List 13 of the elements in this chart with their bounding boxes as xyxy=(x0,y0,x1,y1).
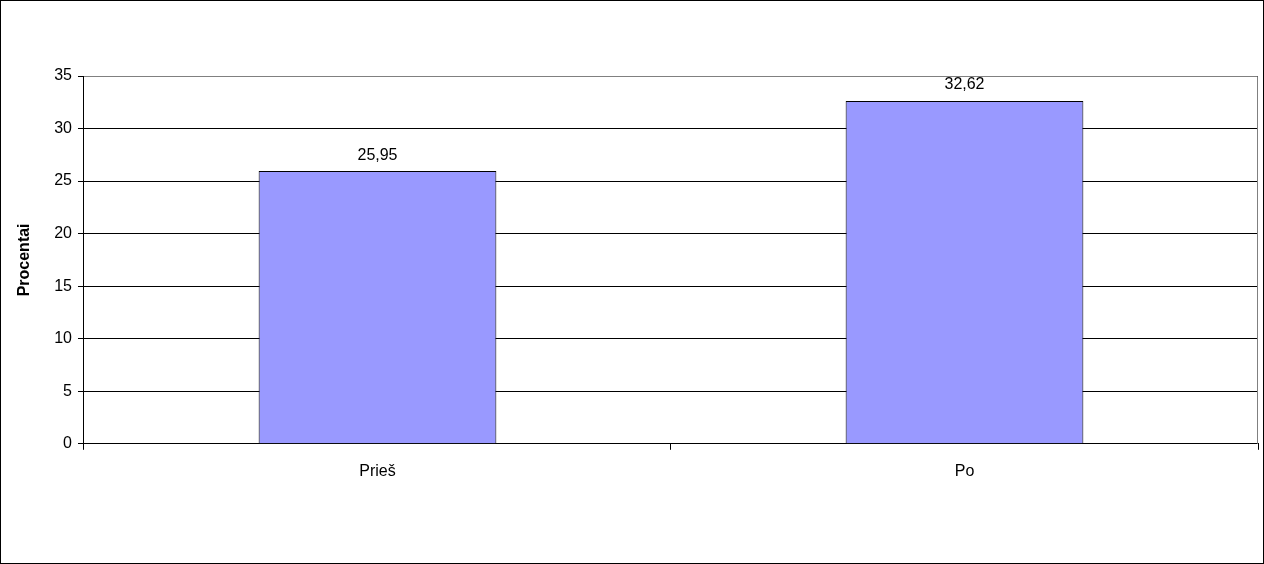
y-tick-label: 5 xyxy=(63,381,73,399)
y-tick-label: 30 xyxy=(54,118,73,136)
y-tick-label: 10 xyxy=(54,329,73,347)
y-tick-label: 25 xyxy=(54,171,73,189)
x-tick-label: Prieš xyxy=(359,461,396,479)
y-tick-label: 35 xyxy=(54,66,73,84)
x-tick-label: Po xyxy=(954,461,975,479)
y-tick-label: 15 xyxy=(54,276,73,294)
y-axis-title: Procentai xyxy=(15,223,33,297)
data-label: 25,95 xyxy=(357,145,398,163)
data-label: 32,62 xyxy=(944,75,985,93)
y-tick-label: 0 xyxy=(63,434,73,452)
y-tick-label: 20 xyxy=(54,224,73,242)
